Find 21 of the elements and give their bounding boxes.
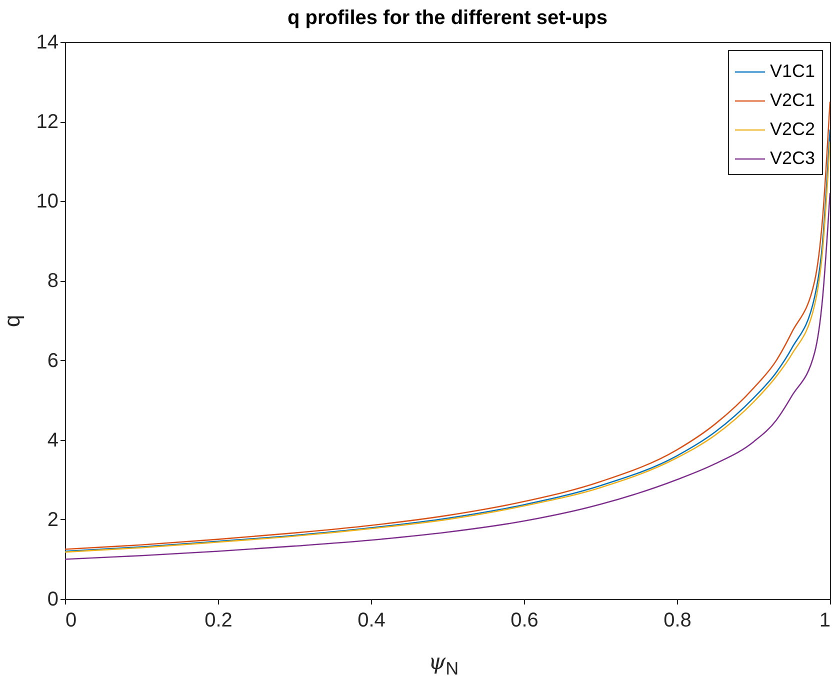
- x-tick-label: 0.4: [358, 610, 386, 632]
- legend-label: V2C1: [770, 90, 816, 110]
- chart-title: q profiles for the different set-ups: [287, 7, 608, 29]
- legend-label: V2C2: [770, 119, 816, 139]
- x-tick-label: 1: [819, 610, 830, 632]
- y-tick-label: 8: [47, 270, 58, 292]
- x-tick-label: 0.2: [204, 610, 232, 632]
- y-axis-title: q: [0, 314, 24, 328]
- x-axis-title: ψ$_{N}$: [427, 650, 460, 680]
- y-tick-label: 14: [36, 32, 58, 54]
- y-tick-label: 2: [47, 508, 58, 531]
- x-tick-label: 0.8: [664, 610, 692, 632]
- x-tick-label: 0.6: [510, 610, 538, 632]
- y-tick-label: 12: [36, 111, 58, 134]
- legend-label: V2C3: [770, 148, 816, 168]
- y-tick-label: 4: [47, 429, 58, 452]
- y-tick-label: 10: [36, 190, 58, 213]
- legend-label: V1C1: [770, 61, 816, 81]
- y-tick-label: 6: [47, 350, 58, 372]
- x-tick-label: 0: [66, 610, 77, 632]
- y-tick-label: 0: [47, 588, 58, 610]
